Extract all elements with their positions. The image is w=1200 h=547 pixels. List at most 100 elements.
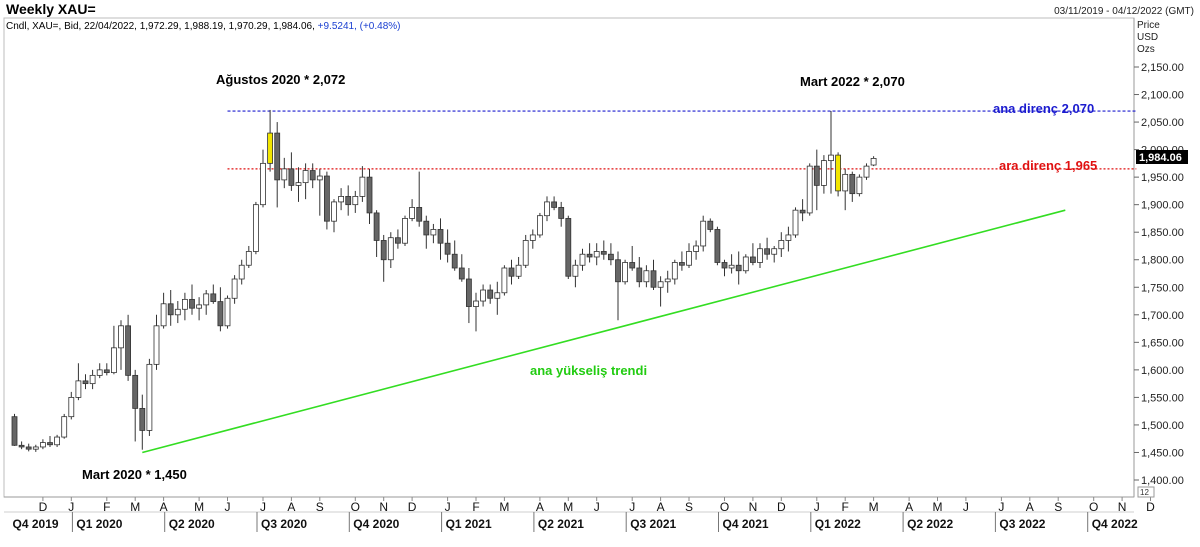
candle[interactable] [196,297,203,321]
candle[interactable] [47,435,53,447]
candle[interactable] [302,163,309,200]
candle[interactable] [785,226,792,252]
candle[interactable] [111,325,117,375]
candle[interactable] [68,391,75,420]
candle[interactable] [828,111,834,194]
candle[interactable] [373,210,380,257]
candle[interactable] [40,439,46,450]
candle[interactable] [686,243,692,268]
candle[interactable] [274,122,281,208]
candle[interactable] [416,171,423,227]
candle[interactable] [856,174,863,197]
candle[interactable] [316,168,323,216]
candle[interactable] [444,229,451,263]
candle[interactable] [281,157,288,189]
candle[interactable] [835,152,841,197]
candle[interactable] [409,199,416,222]
candle[interactable] [61,413,68,439]
candle[interactable] [742,254,749,274]
candle[interactable] [132,369,139,442]
candle[interactable] [338,188,345,211]
candle[interactable] [693,240,699,260]
candle[interactable] [160,292,167,329]
candle[interactable] [579,248,586,271]
candle[interactable] [345,185,352,216]
candle[interactable] [295,167,302,202]
candle[interactable] [203,290,210,315]
candle[interactable] [352,190,359,213]
candle[interactable] [750,243,756,266]
candle[interactable] [728,254,735,274]
candle[interactable] [387,232,394,268]
candle[interactable] [771,245,778,263]
candle[interactable] [679,251,685,271]
candle[interactable] [260,149,266,208]
candle[interactable] [707,218,714,233]
candle[interactable] [89,369,96,390]
candle[interactable] [735,251,742,285]
candle[interactable] [558,201,565,227]
candle[interactable] [359,166,366,202]
candle[interactable] [430,223,437,244]
candle[interactable] [544,196,550,222]
candle[interactable] [18,441,25,450]
candle[interactable] [593,243,600,266]
candle[interactable] [494,281,501,315]
candle[interactable] [267,109,274,172]
candle[interactable] [629,245,636,271]
candle[interactable] [650,259,657,291]
candle[interactable] [636,256,643,288]
candle[interactable] [508,259,515,285]
candle[interactable] [757,243,763,268]
candle[interactable] [870,156,877,167]
candle[interactable] [181,292,188,321]
candle[interactable] [480,284,487,307]
candle[interactable] [11,413,18,446]
candle[interactable] [309,163,316,189]
candle[interactable] [537,212,543,238]
candle[interactable] [288,152,295,191]
candle[interactable] [792,207,799,238]
candle[interactable] [139,394,146,450]
candle[interactable] [487,284,494,304]
candle[interactable] [664,270,671,293]
candle[interactable] [32,444,39,452]
candle[interactable] [515,256,522,280]
candle[interactable] [451,240,458,271]
candle[interactable] [700,215,707,252]
candle[interactable] [146,358,153,436]
candle[interactable] [323,171,330,230]
candle[interactable] [366,168,373,224]
candle[interactable] [565,215,572,280]
candle[interactable] [103,363,110,376]
candle[interactable] [245,245,252,268]
candle[interactable] [402,215,408,246]
candle[interactable] [572,259,579,288]
candle[interactable] [75,363,82,401]
candle[interactable] [96,363,103,379]
candle[interactable] [764,237,770,260]
candle[interactable] [778,232,785,257]
candle[interactable] [125,314,131,381]
candle[interactable] [600,240,607,260]
candle[interactable] [615,251,621,321]
candle[interactable] [806,163,813,216]
candle[interactable] [863,163,870,180]
candle[interactable] [522,234,529,268]
candle[interactable] [118,320,124,370]
corner-box[interactable] [1137,486,1155,498]
candle[interactable] [799,199,806,222]
candle[interactable] [622,259,628,285]
candle[interactable] [231,275,238,304]
candle[interactable] [529,229,536,249]
candle[interactable] [842,168,849,211]
candle[interactable] [25,443,32,452]
candle[interactable] [721,259,728,277]
candle[interactable] [643,265,650,288]
candle[interactable] [153,314,160,370]
candle[interactable] [252,201,259,255]
candle[interactable] [54,434,60,447]
candle[interactable] [458,254,465,282]
candle[interactable] [437,218,444,260]
